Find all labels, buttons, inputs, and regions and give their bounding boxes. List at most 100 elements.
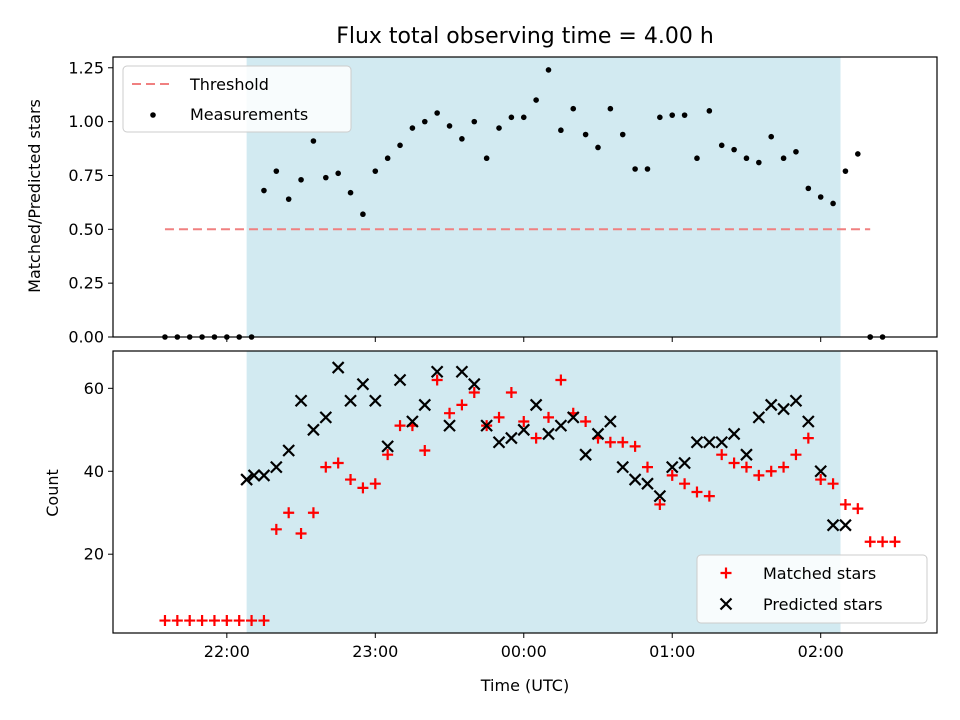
matched-star-point — [283, 507, 295, 519]
measurement-point — [558, 127, 564, 134]
predicted-star-point — [331, 361, 345, 374]
y-tick-label: 20 — [84, 545, 104, 564]
predicted-star-point — [814, 464, 827, 478]
measurement-point — [174, 334, 181, 340]
predicted-star-point — [665, 460, 679, 474]
predicted-star-point — [529, 398, 543, 412]
matched-star-point — [654, 498, 666, 510]
measurement-point — [397, 142, 403, 149]
predicted-star-point — [802, 415, 815, 428]
predicted-star-point — [554, 419, 568, 432]
top-legend: Threshold Measurements — [122, 65, 352, 133]
matched-star-point — [839, 498, 851, 510]
measurement-point — [224, 334, 230, 340]
legend-threshold-label: Threshold — [189, 75, 269, 94]
predicted-star-point — [480, 419, 493, 432]
measurement-point — [384, 155, 391, 162]
predicted-star-point — [789, 394, 803, 408]
matched-star-point — [530, 432, 542, 444]
measurement-point — [756, 159, 762, 166]
predicted-star-point — [653, 489, 667, 503]
measurement-point — [694, 155, 700, 162]
matched-star-point — [815, 474, 827, 486]
matched-star-point — [728, 457, 740, 469]
predicted-star-point — [294, 394, 308, 408]
matched-star-point — [246, 615, 258, 627]
matched-star-point — [790, 449, 802, 461]
measurement-point — [508, 114, 515, 121]
predicted-star-point — [517, 423, 531, 437]
matched-star-point — [641, 461, 653, 473]
matched-star-point — [233, 615, 245, 627]
predicted-star-point — [369, 394, 382, 408]
chart-title: Flux total observing time = 4.00 h — [336, 24, 714, 49]
predicted-star-point — [764, 398, 778, 412]
measurement-point — [310, 138, 317, 144]
top-panel: 0.00 0.25 0.50 0.75 1.00 1.25 Threshold Measure… — [68, 56, 938, 347]
predicted-star-point — [727, 427, 741, 441]
predicted-star-point — [690, 435, 704, 449]
matched-star-point — [159, 615, 171, 627]
measurement-point — [520, 114, 527, 121]
measurement-point — [285, 196, 292, 202]
predicted-star-point — [604, 415, 617, 428]
predicted-star-point — [307, 423, 320, 437]
matched-star-point — [295, 527, 307, 539]
bottom-panel: 20 40 60 22:00 23:00 00:00 01:00 02:00 Matched s… — [84, 350, 938, 661]
measurement-point — [570, 105, 577, 112]
predicted-star-point — [641, 477, 654, 490]
measurement-point — [236, 334, 242, 340]
top-y-axis-label: Matched/Predicted stars — [25, 99, 44, 293]
measurement-point — [867, 334, 873, 340]
predicted-star-point — [240, 473, 253, 486]
predicted-star-point — [715, 435, 728, 449]
measurement-point — [421, 118, 428, 125]
y-tick-label: 0.75 — [68, 166, 104, 185]
x-tick-label: 23:00 — [352, 642, 398, 661]
matched-star-point — [208, 615, 220, 627]
measurement-point — [706, 108, 713, 114]
measurement-point — [595, 144, 601, 151]
matched-star-point — [604, 436, 616, 448]
matched-star-point — [877, 536, 889, 548]
measurement-point — [681, 112, 688, 118]
y-tick-label: 60 — [84, 379, 104, 398]
legend-predicted-swatch — [719, 597, 733, 611]
measurement-point — [619, 131, 626, 138]
measurement-point — [632, 166, 638, 172]
matched-star-point — [740, 461, 752, 473]
x-tick-label: 01:00 — [649, 642, 695, 661]
measurement-point — [323, 174, 329, 181]
measurement-point — [162, 334, 168, 340]
matched-star-point — [580, 416, 592, 427]
predicted-star-point — [282, 444, 295, 457]
matched-star-point — [258, 615, 270, 627]
matched-star-point — [456, 399, 468, 411]
measurement-point — [446, 123, 453, 129]
measurement-point — [409, 125, 416, 131]
predicted-star-point — [492, 435, 506, 449]
matched-star-point — [864, 536, 876, 548]
x-axis-label: Time (UTC) — [480, 676, 569, 695]
matched-star-point — [679, 478, 691, 490]
predicted-star-point — [418, 398, 432, 412]
matched-star-point — [493, 411, 505, 423]
legend-matched-label: Matched stars — [763, 564, 876, 583]
y-tick-label: 1.00 — [68, 112, 104, 131]
matched-star-point — [270, 523, 282, 535]
matched-star-point — [765, 465, 777, 477]
measurement-point — [793, 148, 799, 155]
predicted-star-point — [319, 411, 333, 424]
predicted-star-point — [443, 419, 456, 432]
predicted-star-point — [542, 427, 555, 441]
measurement-point — [657, 114, 663, 121]
predicted-star-point — [356, 377, 370, 391]
measurement-point — [545, 67, 552, 73]
matched-star-point — [382, 449, 394, 461]
matched-star-point — [518, 416, 530, 427]
y-tick-label: 0.25 — [68, 274, 104, 293]
matched-star-point — [171, 615, 183, 627]
measurement-point — [186, 334, 193, 340]
predicted-star-point — [566, 411, 580, 424]
x-tick-label: 22:00 — [204, 642, 250, 661]
